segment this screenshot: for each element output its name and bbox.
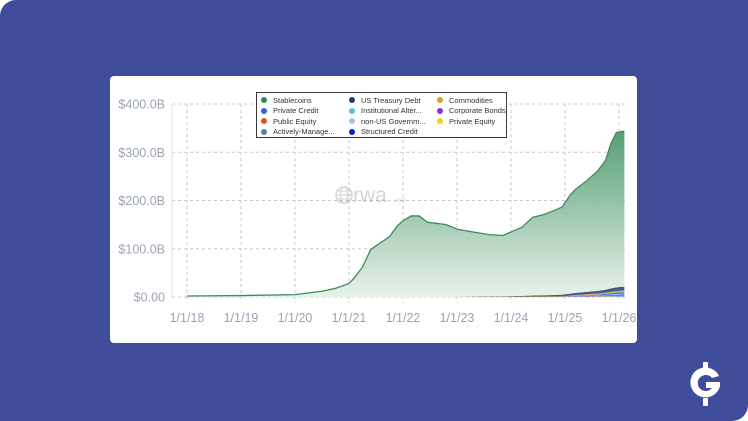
legend-dot-icon	[437, 97, 443, 104]
legend-label: US Treasury Debt	[361, 95, 421, 105]
legend-item[interactable]: Institutional Alter...	[349, 106, 437, 117]
legend-dot-icon	[349, 97, 355, 104]
x-tick-label: 1/1/20	[278, 311, 313, 325]
x-tick-label: 1/1/21	[332, 311, 367, 325]
legend-item[interactable]: Private Equity	[437, 116, 512, 127]
legend-label: Private Equity	[449, 116, 496, 126]
legend-item[interactable]: US Treasury Debt	[349, 95, 437, 106]
legend-item[interactable]: Public Equity	[261, 116, 349, 127]
x-tick-label: 1/1/26	[602, 311, 637, 325]
watermark: rwa .xyz	[335, 184, 406, 207]
legend-label: Commodities	[449, 95, 493, 105]
stablecoins-line	[186, 130, 625, 297]
x-tick-label: 1/1/19	[224, 311, 259, 325]
watermark-suffix: .xyz	[393, 197, 406, 204]
legend-dot-icon	[261, 118, 267, 125]
x-tick-label: 1/1/18	[170, 311, 205, 325]
legend-dot-icon	[349, 107, 355, 114]
y-tick-label: $400.0B	[118, 98, 165, 112]
legend-dot-icon	[437, 107, 443, 114]
legend-dot-icon	[261, 107, 267, 114]
legend-item[interactable]: Stablecoins	[261, 95, 349, 106]
chart-legend: Stablecoins US Treasury Debt Commodities Pr…	[256, 92, 507, 138]
legend-dot-icon	[349, 118, 355, 125]
legend-dot-icon	[261, 128, 267, 135]
legend-label: Institutional Alter...	[361, 106, 422, 116]
legend-dot-icon	[349, 128, 355, 135]
legend-label: Public Equity	[273, 116, 317, 126]
x-tick-label: 1/1/25	[548, 311, 583, 325]
g-dollar-logo-icon	[690, 362, 720, 406]
legend-label: Structured Credit	[361, 127, 418, 137]
y-tick-label: $300.0B	[118, 146, 165, 160]
legend-item[interactable]: Corporate Bonds	[437, 106, 512, 117]
x-tick-label: 1/1/23	[440, 311, 475, 325]
watermark-text: rwa	[353, 184, 387, 207]
legend-label: Corporate Bonds	[449, 106, 506, 116]
legend-item[interactable]: non-US Governm...	[349, 116, 437, 127]
series-areas	[186, 130, 625, 297]
series-area	[187, 131, 625, 297]
y-tick-label: $0.00	[134, 291, 165, 305]
legend-label: non-US Governm...	[361, 116, 426, 126]
legend-item[interactable]: Commodities	[437, 95, 512, 106]
y-tick-label: $200.0B	[118, 194, 165, 208]
x-tick-label: 1/1/24	[494, 311, 529, 325]
gridlines	[171, 103, 625, 303]
legend-label: Actively-Manage...	[273, 127, 335, 137]
legend-label: Private Credit	[273, 106, 319, 116]
x-tick-label: 1/1/22	[386, 311, 421, 325]
series-area	[187, 296, 625, 297]
legend-label: Stablecoins	[273, 95, 312, 105]
y-axis: $400.0B $300.0B $200.0B $100.0B $0.00	[118, 98, 165, 305]
legend-item[interactable]: Actively-Manage...	[261, 127, 349, 138]
x-axis: 1/1/18 1/1/19 1/1/20 1/1/21 1/1/22 1/1/23 1/1/…	[170, 311, 637, 325]
globe-icon	[335, 186, 353, 204]
legend-item[interactable]: Private Credit	[261, 106, 349, 117]
legend-dot-icon	[261, 97, 267, 104]
legend-dot-icon	[437, 118, 443, 125]
legend-item[interactable]: Structured Credit	[349, 127, 437, 138]
y-tick-label: $100.0B	[118, 242, 165, 256]
